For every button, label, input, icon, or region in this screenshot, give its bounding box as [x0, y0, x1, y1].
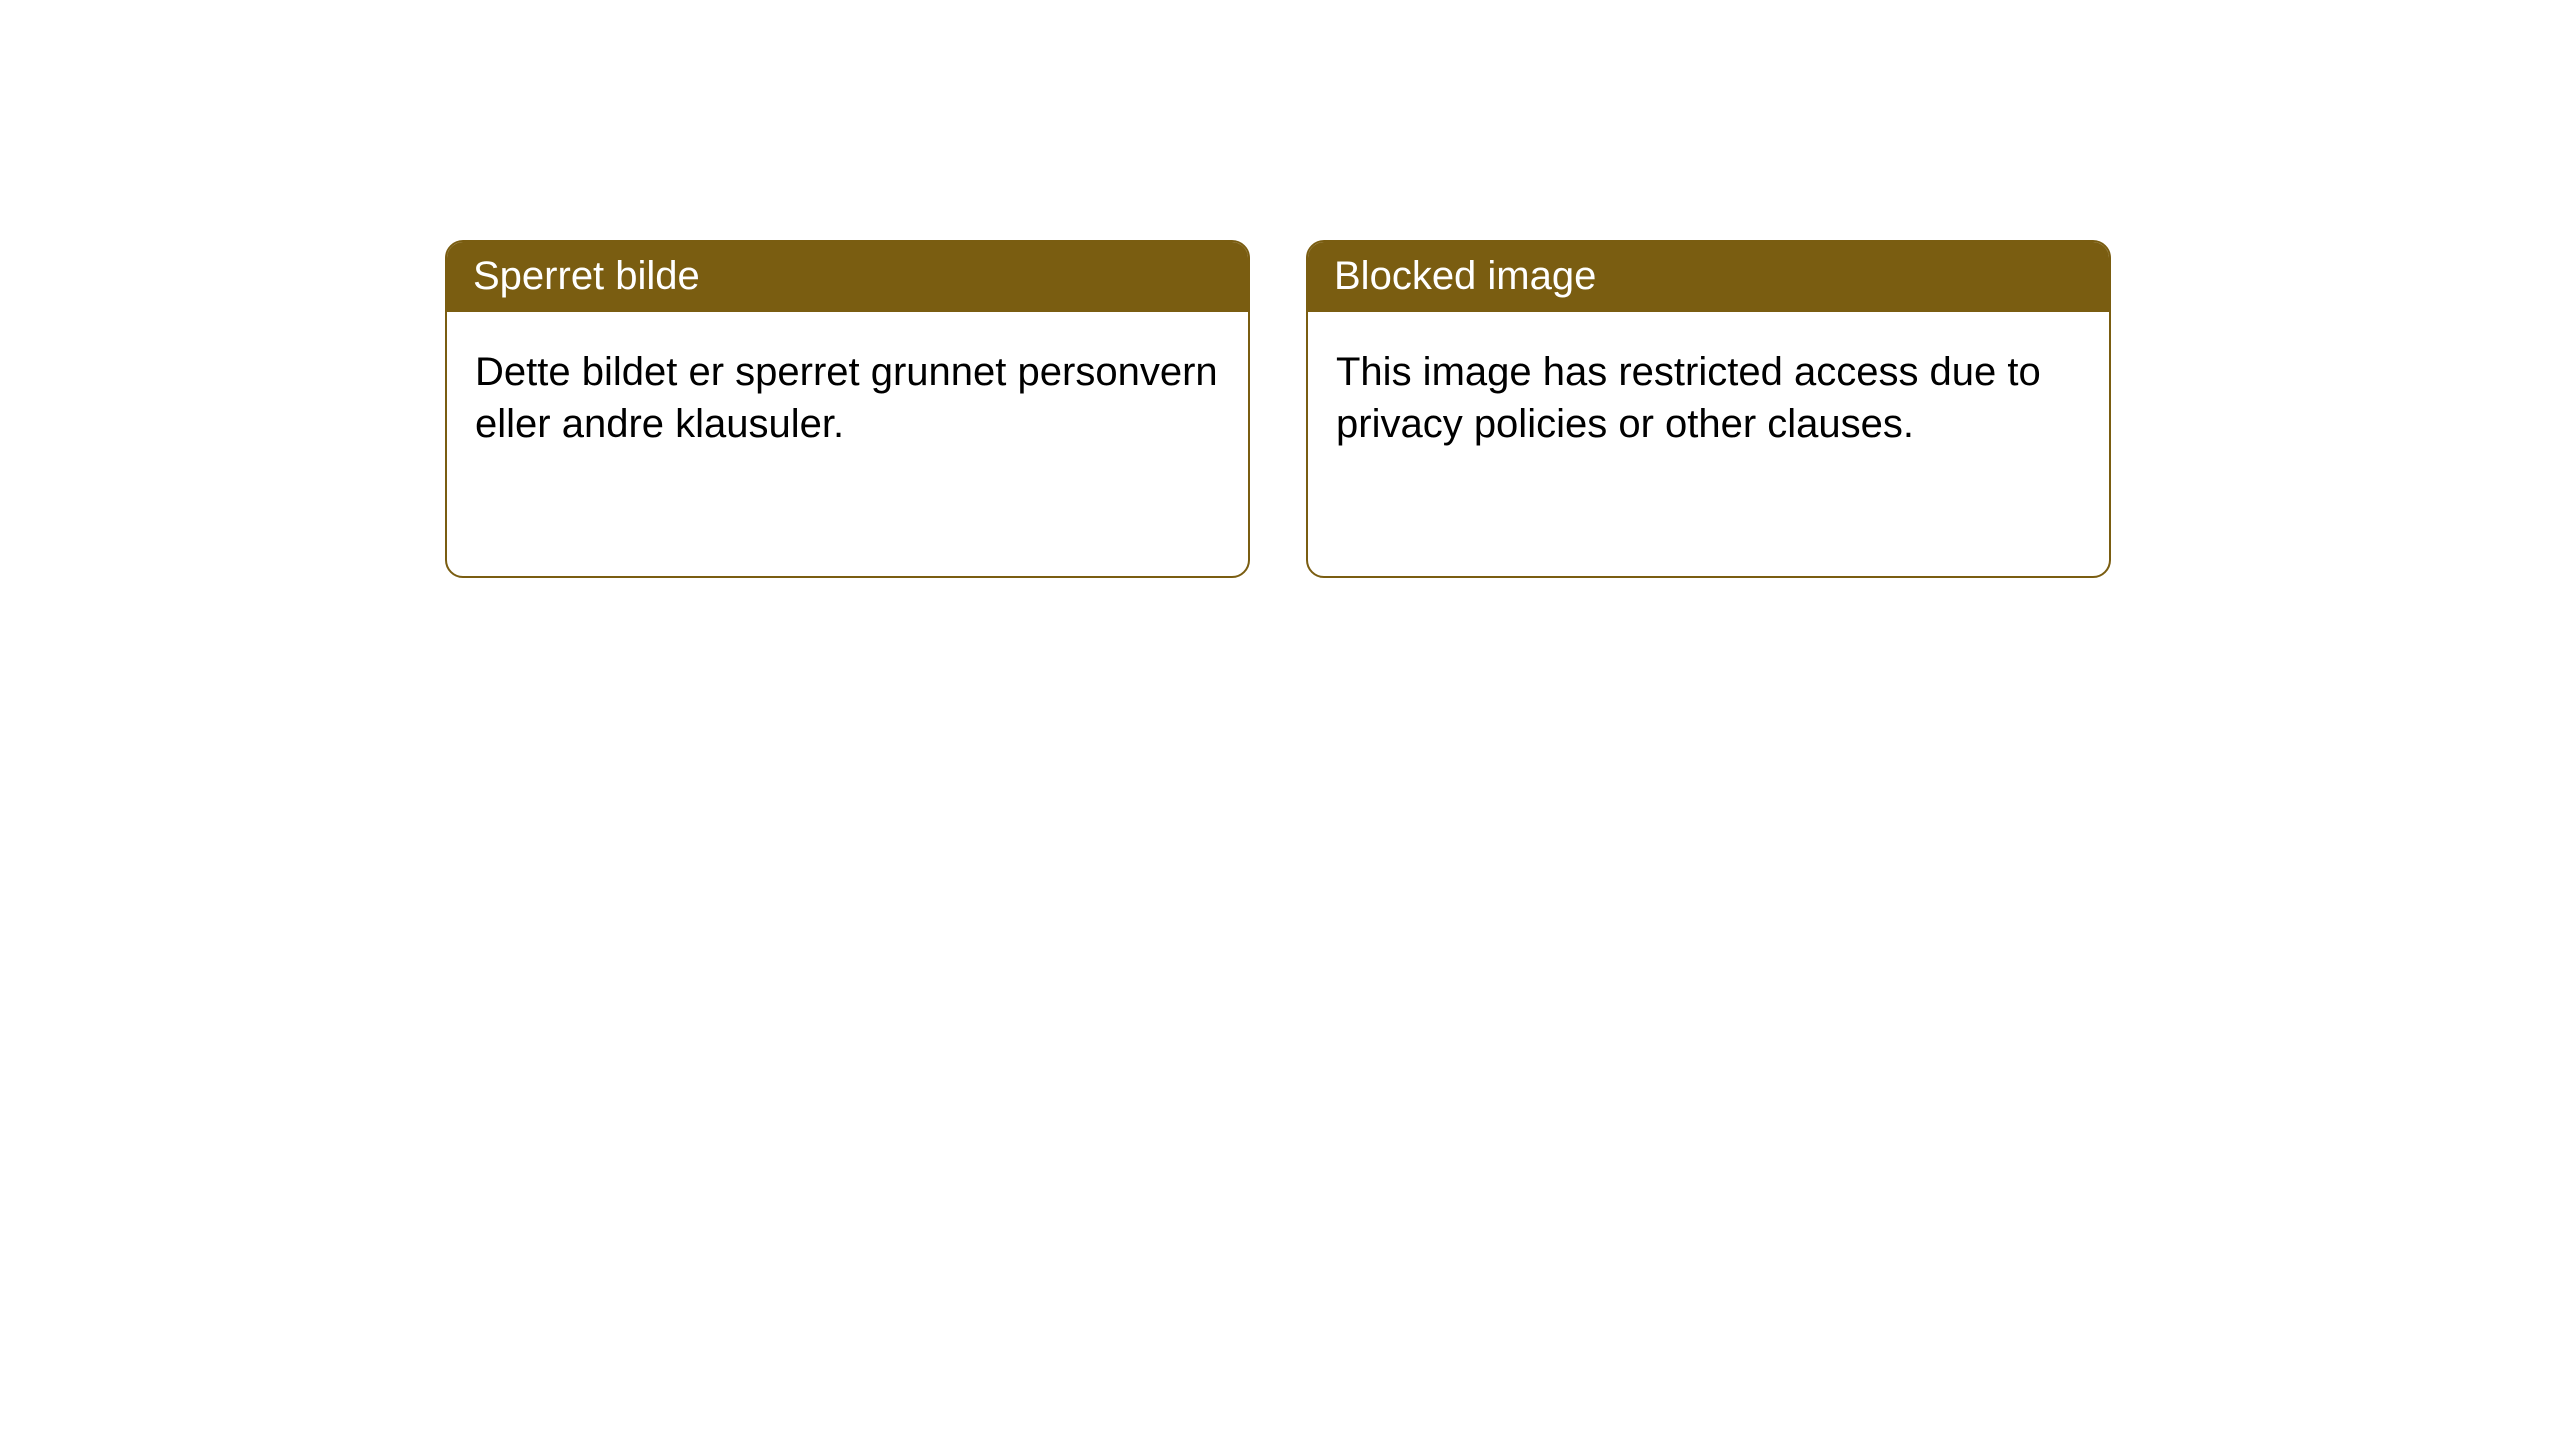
notice-title-english: Blocked image: [1308, 242, 2109, 312]
notice-card-english: Blocked image This image has restricted …: [1306, 240, 2111, 578]
notice-body-norwegian: Dette bildet er sperret grunnet personve…: [447, 312, 1248, 484]
notice-container: Sperret bilde Dette bildet er sperret gr…: [0, 0, 2560, 578]
notice-card-norwegian: Sperret bilde Dette bildet er sperret gr…: [445, 240, 1250, 578]
notice-title-norwegian: Sperret bilde: [447, 242, 1248, 312]
notice-body-english: This image has restricted access due to …: [1308, 312, 2109, 484]
